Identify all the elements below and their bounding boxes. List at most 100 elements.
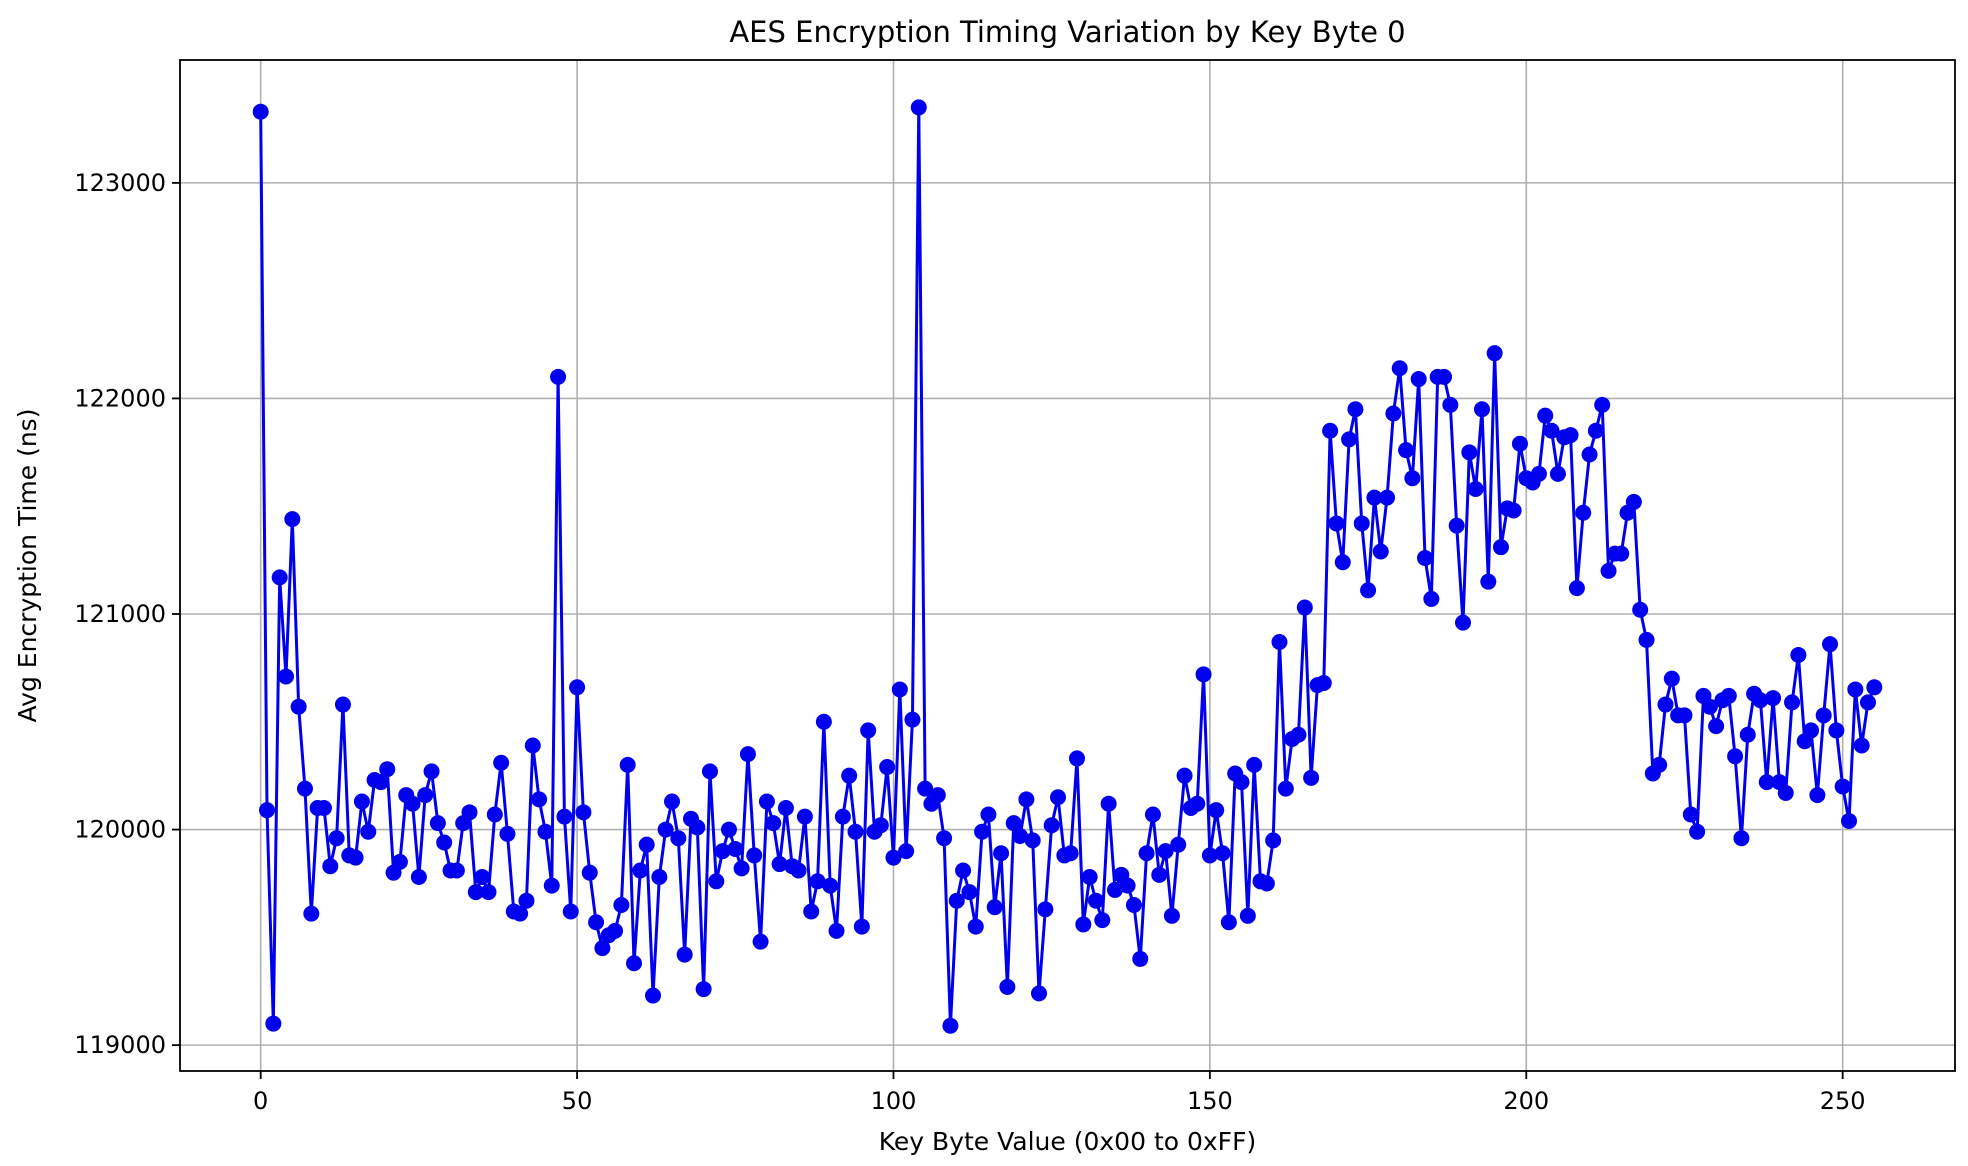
data-point [872, 817, 889, 834]
data-point [771, 856, 788, 873]
data-point [739, 746, 756, 763]
data-point [1151, 866, 1168, 883]
data-point [1448, 517, 1465, 534]
y-tick-label: 121000 [74, 600, 166, 628]
y-axis: 119000 120000 121000 122000 123000 [74, 169, 180, 1059]
data-point [1657, 696, 1674, 713]
data-point [328, 830, 345, 847]
data-point [391, 853, 408, 870]
data-point [1853, 737, 1870, 754]
data-point [948, 892, 965, 909]
data-point [467, 884, 484, 901]
data-point [1423, 590, 1440, 607]
data-point [670, 830, 687, 847]
data-point [955, 862, 972, 879]
data-point [252, 103, 269, 120]
data-point [1005, 815, 1022, 832]
data-point [1625, 493, 1642, 510]
data-point [898, 843, 915, 860]
data-point [1651, 756, 1668, 773]
y-axis-title: Avg Encryption Time (ns) [13, 409, 42, 723]
data-point [967, 918, 984, 935]
data-point [588, 914, 605, 931]
data-point [1841, 812, 1858, 829]
data-point [1708, 718, 1725, 735]
data-point [777, 800, 794, 817]
data-point [733, 860, 750, 877]
data-point [1777, 784, 1794, 801]
data-point [1492, 539, 1509, 556]
data-point [980, 806, 997, 823]
data-point [1176, 767, 1193, 784]
data-point [1012, 828, 1029, 845]
data-point [746, 847, 763, 864]
data-point [1410, 371, 1427, 388]
data-point [796, 808, 813, 825]
data-point [1815, 707, 1832, 724]
data-point [1581, 446, 1598, 463]
data-point [676, 946, 693, 963]
data-point [1075, 916, 1092, 933]
data-point [1087, 892, 1104, 909]
data-point [259, 802, 276, 819]
data-point [752, 933, 769, 950]
data-point [1271, 634, 1288, 651]
data-point [1549, 465, 1566, 482]
x-tick-label: 50 [562, 1087, 593, 1115]
data-point [360, 823, 377, 840]
data-point [1486, 345, 1503, 362]
data-point [638, 836, 655, 853]
data-point [822, 877, 839, 894]
data-point [758, 793, 775, 810]
data-point [936, 830, 953, 847]
data-point [543, 877, 560, 894]
data-point [1163, 907, 1180, 924]
data-point [410, 868, 427, 885]
data-point [1455, 614, 1471, 631]
data-point [499, 825, 516, 842]
data-point [727, 840, 744, 857]
data-point [1068, 750, 1085, 767]
data-point [1803, 722, 1820, 739]
data-point [1106, 881, 1123, 898]
data-point [562, 903, 579, 920]
data-point [1037, 901, 1054, 918]
data-point [334, 696, 351, 713]
data-point [1834, 778, 1851, 795]
data-point [1461, 444, 1478, 461]
data-point [1473, 401, 1490, 418]
data-point [1600, 562, 1617, 579]
data-point [550, 368, 567, 385]
data-point [828, 922, 845, 939]
data-point [347, 849, 364, 866]
data-point [1246, 756, 1263, 773]
data-point [1587, 422, 1604, 439]
data-point [904, 711, 921, 728]
data-point [1733, 830, 1750, 847]
data-point [1404, 470, 1421, 487]
data-point [1018, 791, 1035, 808]
data-point [461, 804, 478, 821]
data-point [524, 737, 541, 754]
data-point [1682, 806, 1699, 823]
data-point [1062, 845, 1079, 862]
data-point [1391, 360, 1408, 377]
data-point [1258, 875, 1275, 892]
data-point [790, 862, 807, 879]
data-point [1480, 573, 1497, 590]
data-point [1720, 687, 1737, 704]
data-point [1353, 515, 1370, 532]
data-point [1859, 694, 1876, 711]
data-point [917, 780, 934, 797]
data-point [1334, 554, 1351, 571]
data-point [436, 834, 453, 851]
data-point [404, 795, 421, 812]
data-point [1847, 681, 1864, 698]
data-point [689, 819, 706, 836]
data-point [1157, 843, 1174, 860]
data-point [284, 511, 301, 528]
data-point [695, 981, 712, 998]
data-point [1220, 914, 1237, 931]
data-point [1575, 504, 1592, 521]
